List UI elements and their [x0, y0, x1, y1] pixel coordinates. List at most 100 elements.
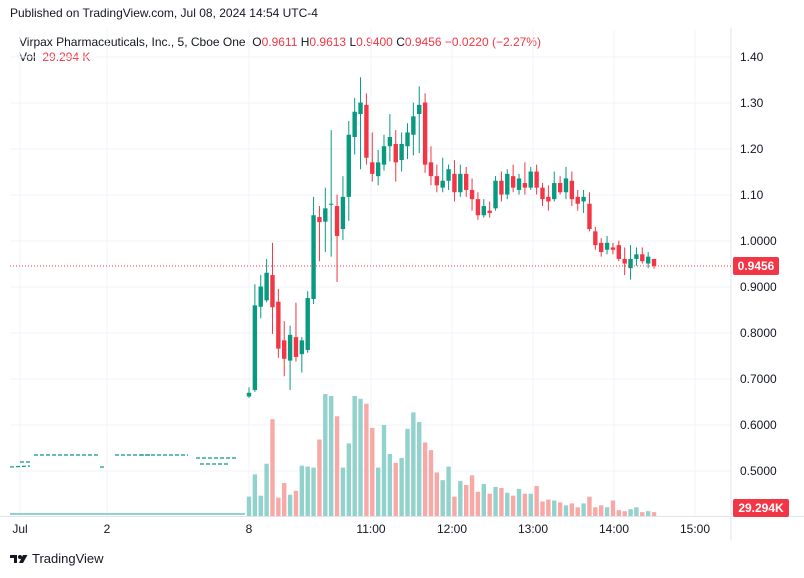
brand-name[interactable]: TradingView	[32, 551, 104, 566]
high-key: H	[300, 35, 310, 49]
volume-bar	[323, 394, 328, 516]
candle-body	[458, 173, 463, 193]
candle-body	[405, 132, 410, 147]
candle-body	[287, 334, 293, 361]
candle-body	[493, 180, 498, 209]
candle-body	[375, 162, 381, 177]
candle-body	[546, 196, 551, 202]
y-tick-label: 0.5000	[740, 464, 777, 478]
candle-body	[293, 337, 299, 357]
symbol-name[interactable]: Virpax Pharmaceuticals, Inc., 5, Cboe On…	[19, 35, 246, 49]
x-tick-label: 15:00	[680, 522, 710, 536]
volume-bar	[282, 483, 287, 516]
volume-bar	[622, 511, 627, 516]
candle-body	[575, 196, 580, 204]
candle-body	[440, 180, 445, 188]
volume-bar	[493, 486, 498, 516]
volume-bar	[352, 395, 357, 516]
volume-bar	[305, 466, 310, 516]
volume-bar	[311, 467, 316, 516]
candle-body	[487, 210, 492, 213]
candle-body	[622, 258, 627, 264]
candle-body	[510, 176, 516, 188]
candle-body	[282, 340, 287, 359]
candle-body	[364, 104, 369, 158]
candle-body	[370, 162, 375, 174]
y-tick-label: 1.0000	[740, 234, 777, 248]
volume-bar	[463, 485, 469, 516]
volume-bar	[599, 505, 604, 516]
candle-body	[475, 199, 481, 216]
y-tick-label: 1.10	[740, 188, 764, 202]
x-tick-label: 13:00	[518, 522, 548, 536]
low-value: 0.9400	[356, 35, 393, 49]
open-key: O	[252, 35, 262, 49]
volume-bar	[375, 467, 381, 516]
volume-bar	[540, 501, 545, 516]
volume-bar	[587, 496, 592, 516]
volume-bar	[428, 450, 434, 516]
change-value: −0.0220 (−2.27%)	[444, 35, 541, 49]
volume-bar	[399, 457, 404, 516]
volume-bar	[381, 424, 387, 516]
premarket-segment	[9, 465, 31, 468]
volume-bar	[252, 474, 258, 516]
candle-body	[387, 137, 393, 147]
volume-bar	[604, 507, 610, 516]
x-tick-label: 12:00	[437, 522, 467, 536]
volume-bar	[593, 507, 598, 516]
y-tick-label: 0.7000	[740, 372, 777, 386]
candle-body	[593, 231, 598, 246]
x-tick-label: 8	[246, 522, 253, 536]
candle-body	[599, 242, 604, 253]
candle-body	[569, 180, 575, 200]
candle-body	[328, 203, 334, 205]
volume-bar	[346, 443, 351, 516]
volume-bar	[340, 467, 346, 516]
candle-body	[469, 189, 475, 200]
volume-bar	[616, 510, 622, 516]
candle-body	[417, 104, 422, 115]
candle-body	[311, 215, 316, 299]
volume-bar	[651, 512, 657, 516]
candle-body	[587, 203, 592, 230]
candle-body	[446, 169, 451, 181]
candle-body	[505, 173, 510, 195]
candle-body	[393, 143, 398, 163]
last-price-badge	[733, 257, 779, 276]
volume-badge	[733, 499, 789, 517]
y-tick-label: 0.6000	[740, 418, 777, 432]
candle-body	[516, 178, 522, 190]
candle-body	[264, 272, 269, 301]
candle-body	[258, 286, 263, 307]
volume-bar	[358, 398, 363, 516]
candle-body	[358, 102, 363, 115]
candle-body	[522, 183, 528, 188]
candle-body	[563, 178, 569, 193]
candle-body	[270, 275, 275, 308]
candle-body	[305, 298, 310, 351]
candle-body	[528, 171, 533, 188]
volume-bar	[481, 484, 486, 516]
footer-brand: TradingView	[10, 551, 104, 566]
volume-bar	[422, 442, 428, 516]
low-key: L	[349, 35, 357, 49]
x-tick-label: 11:00	[356, 522, 385, 536]
candle-body	[299, 340, 305, 355]
volume-bar	[434, 472, 440, 516]
volume-bar	[258, 495, 263, 516]
volume-bar	[640, 512, 645, 516]
candle-body	[352, 111, 357, 138]
volume-bar	[293, 490, 299, 516]
volume-bar	[552, 500, 557, 516]
close-key: C	[396, 35, 405, 49]
volume-bar	[270, 419, 275, 516]
volume-bar	[487, 493, 492, 516]
volume-bar	[328, 395, 334, 516]
candle-body	[452, 173, 457, 193]
volume-bar	[417, 422, 422, 516]
y-tick-label: 1.30	[740, 96, 764, 110]
candle-body	[399, 143, 404, 161]
candle-body	[252, 305, 258, 391]
